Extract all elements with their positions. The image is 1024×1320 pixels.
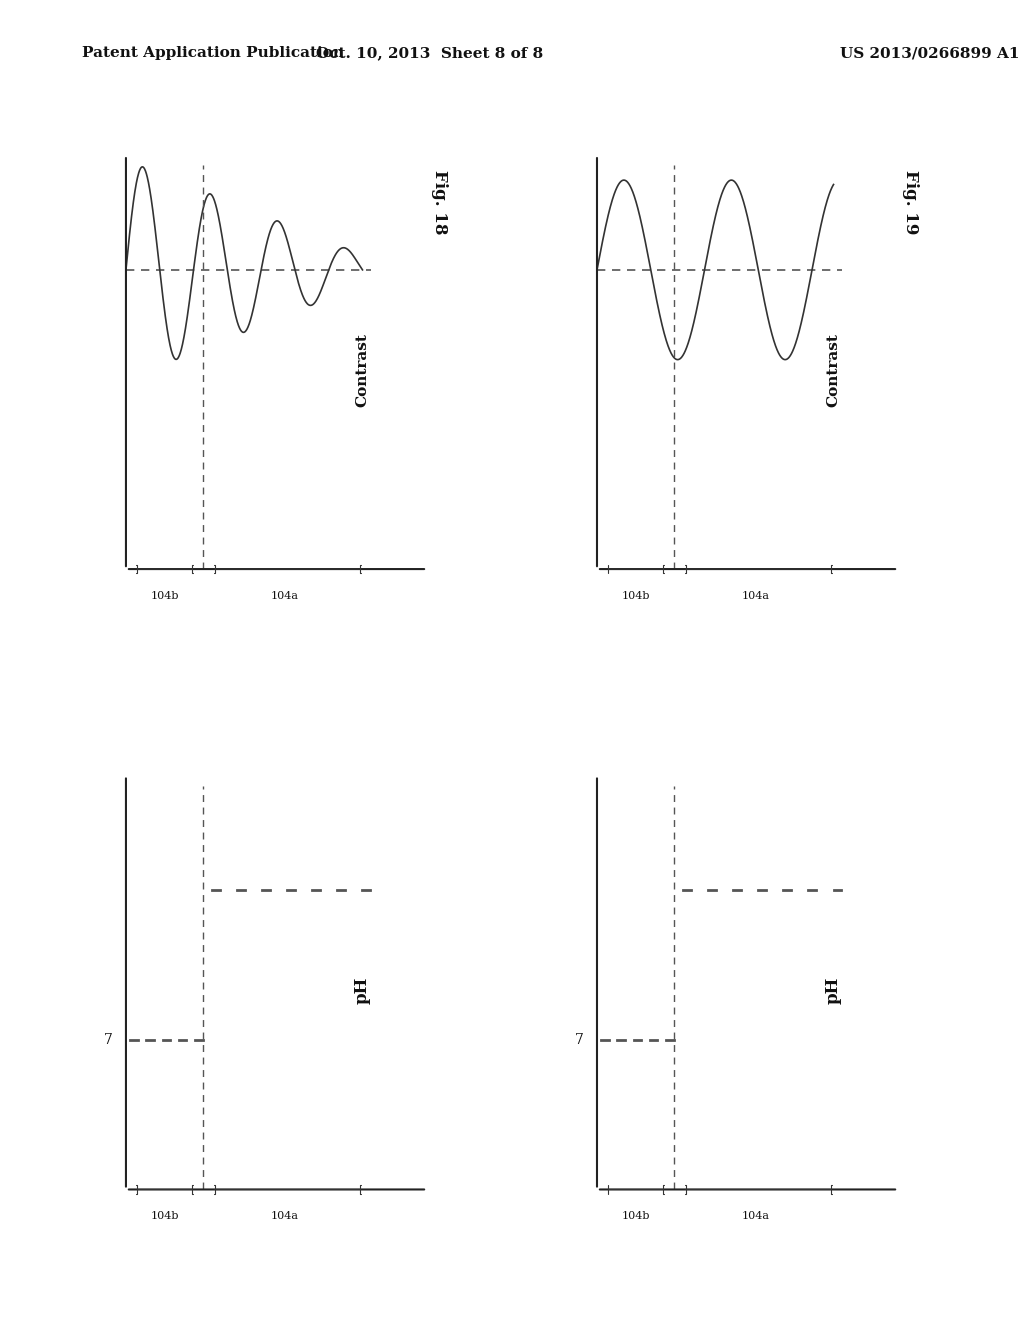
Text: 104b: 104b — [151, 1212, 179, 1221]
Text: 104b: 104b — [151, 591, 179, 601]
Text: Contrast: Contrast — [826, 333, 841, 407]
Text: Fig. 18: Fig. 18 — [431, 170, 449, 235]
Text: 7: 7 — [104, 1032, 113, 1047]
Text: 104a: 104a — [271, 1212, 299, 1221]
Text: 104b: 104b — [622, 591, 650, 601]
Text: 7: 7 — [575, 1032, 584, 1047]
Text: US 2013/0266899 A1: US 2013/0266899 A1 — [840, 46, 1019, 61]
Text: pH: pH — [354, 977, 371, 1003]
Text: Patent Application Publication: Patent Application Publication — [82, 46, 344, 61]
Text: Fig. 19: Fig. 19 — [902, 170, 920, 235]
Text: 104a: 104a — [742, 591, 770, 601]
Text: Oct. 10, 2013  Sheet 8 of 8: Oct. 10, 2013 Sheet 8 of 8 — [316, 46, 544, 61]
Text: Contrast: Contrast — [355, 333, 370, 407]
Text: 104b: 104b — [622, 1212, 650, 1221]
Text: 104a: 104a — [742, 1212, 770, 1221]
Text: 104a: 104a — [271, 591, 299, 601]
Text: pH: pH — [825, 977, 842, 1003]
